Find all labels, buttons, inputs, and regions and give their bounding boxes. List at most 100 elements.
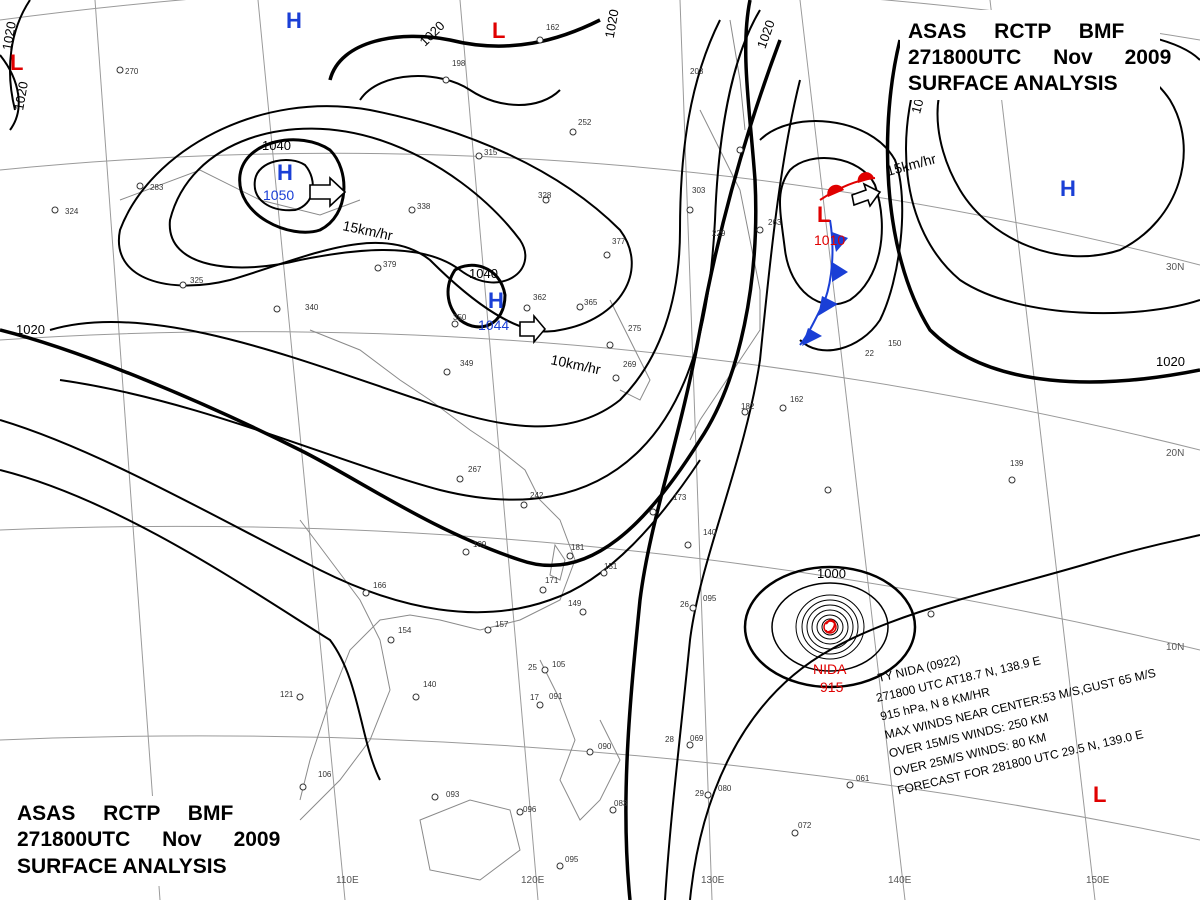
lat-line-20n	[0, 331, 1200, 451]
low-japan-value: 1010	[814, 232, 845, 248]
lon-line-100e	[94, 0, 161, 900]
stn-val: 072	[798, 821, 812, 830]
stn-val: 267	[468, 465, 482, 474]
stn-val: 154	[398, 626, 412, 635]
stn-val: 229	[712, 229, 726, 238]
station-markers	[51, 36, 1016, 870]
stn-val: 29	[695, 789, 704, 798]
title-line-1: ASAS RCTP BMF	[17, 802, 233, 825]
fronts	[799, 172, 876, 346]
stn-val: 263	[768, 218, 782, 227]
high-mongolia-motion: 15km/hr	[341, 217, 394, 243]
stn-val: 105	[552, 660, 566, 669]
low-japan-symbol: L	[817, 202, 830, 227]
stn-val: 275	[628, 324, 642, 333]
stn-val: 350	[453, 313, 467, 322]
arrow-china	[519, 313, 547, 345]
sakhalin	[729, 19, 746, 131]
ty-ring-7	[816, 614, 844, 640]
stn-val: 182	[741, 402, 755, 411]
stn-val: 25	[528, 663, 537, 672]
isobar-low-japan	[779, 157, 883, 306]
lat-label: 20N	[1166, 448, 1184, 459]
isobar-label: 1020	[754, 18, 778, 50]
title-line-1: ASAS RCTP BMF	[908, 20, 1124, 43]
stn-val: 340	[305, 303, 319, 312]
stn-val: 140	[423, 680, 437, 689]
lon-line-140e	[799, 0, 906, 900]
lat-label: 30N	[1166, 262, 1184, 273]
lon-label: 120E	[521, 875, 545, 886]
high-mongolia-value: 1050	[263, 187, 294, 203]
stn-val: 171	[545, 576, 559, 585]
lat-line-10n	[0, 525, 1200, 651]
stn-val: 162	[546, 23, 560, 32]
isobar-label: 1000	[817, 566, 846, 581]
typhoon-bulletin: TY NIDA (0922) 271800 UTC AT18.7 N, 138.…	[875, 652, 1157, 797]
stn-val: 157	[495, 620, 509, 629]
stn-val: 28	[665, 735, 674, 744]
high-china-value: 1044	[478, 317, 509, 333]
isobar-label: 1020	[602, 8, 622, 39]
stn-val: 093	[446, 790, 460, 799]
title-block-bottom: ASAS RCTP BMF 271800UTC Nov 2009 SURFACE…	[10, 796, 280, 886]
isobar-mongolia-inner2	[168, 127, 527, 284]
stn-val: 173	[673, 493, 687, 502]
isobar-label: 1020	[0, 20, 19, 51]
isobar-typhoon-outer-right	[689, 534, 1200, 900]
stn-val: 083	[614, 799, 628, 808]
stn-val: 203	[690, 67, 704, 76]
cold-front-barb-2	[832, 262, 848, 282]
isobar-low-japan-2	[759, 120, 904, 352]
low-north-symbol: L	[492, 18, 505, 43]
isobar-china-outer	[49, 19, 721, 428]
stn-val: 283	[150, 183, 164, 192]
isobar-south-1	[0, 419, 701, 614]
stn-val: 198	[452, 59, 466, 68]
stn-val: 365	[584, 298, 598, 307]
isobar-label: 1040	[262, 138, 291, 153]
cold-front-barb-4	[802, 328, 822, 346]
stn-val: 252	[578, 118, 592, 127]
isobar-japan-ridge	[624, 39, 782, 900]
ty-ring-4	[801, 599, 859, 655]
stn-val: 199	[473, 540, 487, 549]
ty-ring-2	[771, 582, 889, 672]
isobar-north-center	[328, 18, 601, 81]
stn-val: 090	[598, 742, 612, 751]
stn-val: 315	[484, 148, 498, 157]
title-line-2: 271800UTC Nov 2009	[17, 828, 280, 851]
stn-val: 121	[280, 690, 294, 699]
lon-label: 110E	[336, 875, 359, 886]
stn-val: 091	[549, 692, 563, 701]
isobar-label: 1020	[16, 322, 45, 337]
arrow-mongolia	[309, 176, 347, 208]
stn-val: 26	[680, 600, 689, 609]
isobar-1020-west-thick	[0, 0, 758, 567]
ty-ring-8	[821, 618, 839, 636]
typhoon-isobars	[743, 565, 917, 689]
stn-val: 269	[623, 360, 637, 369]
lon-line-120e	[459, 0, 539, 900]
stn-val: 303	[692, 186, 706, 195]
low-se-symbol: L	[1093, 782, 1106, 807]
stn-val: 324	[65, 207, 79, 216]
stn-val: 095	[703, 594, 717, 603]
lon-line-130e	[679, 0, 713, 900]
stn-val: 151	[604, 562, 618, 571]
stn-val: 162	[790, 395, 804, 404]
stn-val: 106	[318, 770, 332, 779]
isobar-mongolia-outer	[117, 105, 633, 333]
isobar-label: 1020	[417, 18, 448, 49]
isobar-china-outer2	[59, 9, 761, 501]
stn-val: 328	[538, 191, 552, 200]
high-mongolia-symbol: H	[277, 160, 293, 185]
lon-label: 140E	[888, 875, 912, 886]
isobar-1020-left-2	[9, 0, 31, 111]
japan-coast	[689, 109, 761, 441]
isobar-label: 1020	[11, 80, 31, 111]
high-china-motion: 10km/hr	[549, 351, 602, 377]
coastlines	[119, 19, 761, 881]
